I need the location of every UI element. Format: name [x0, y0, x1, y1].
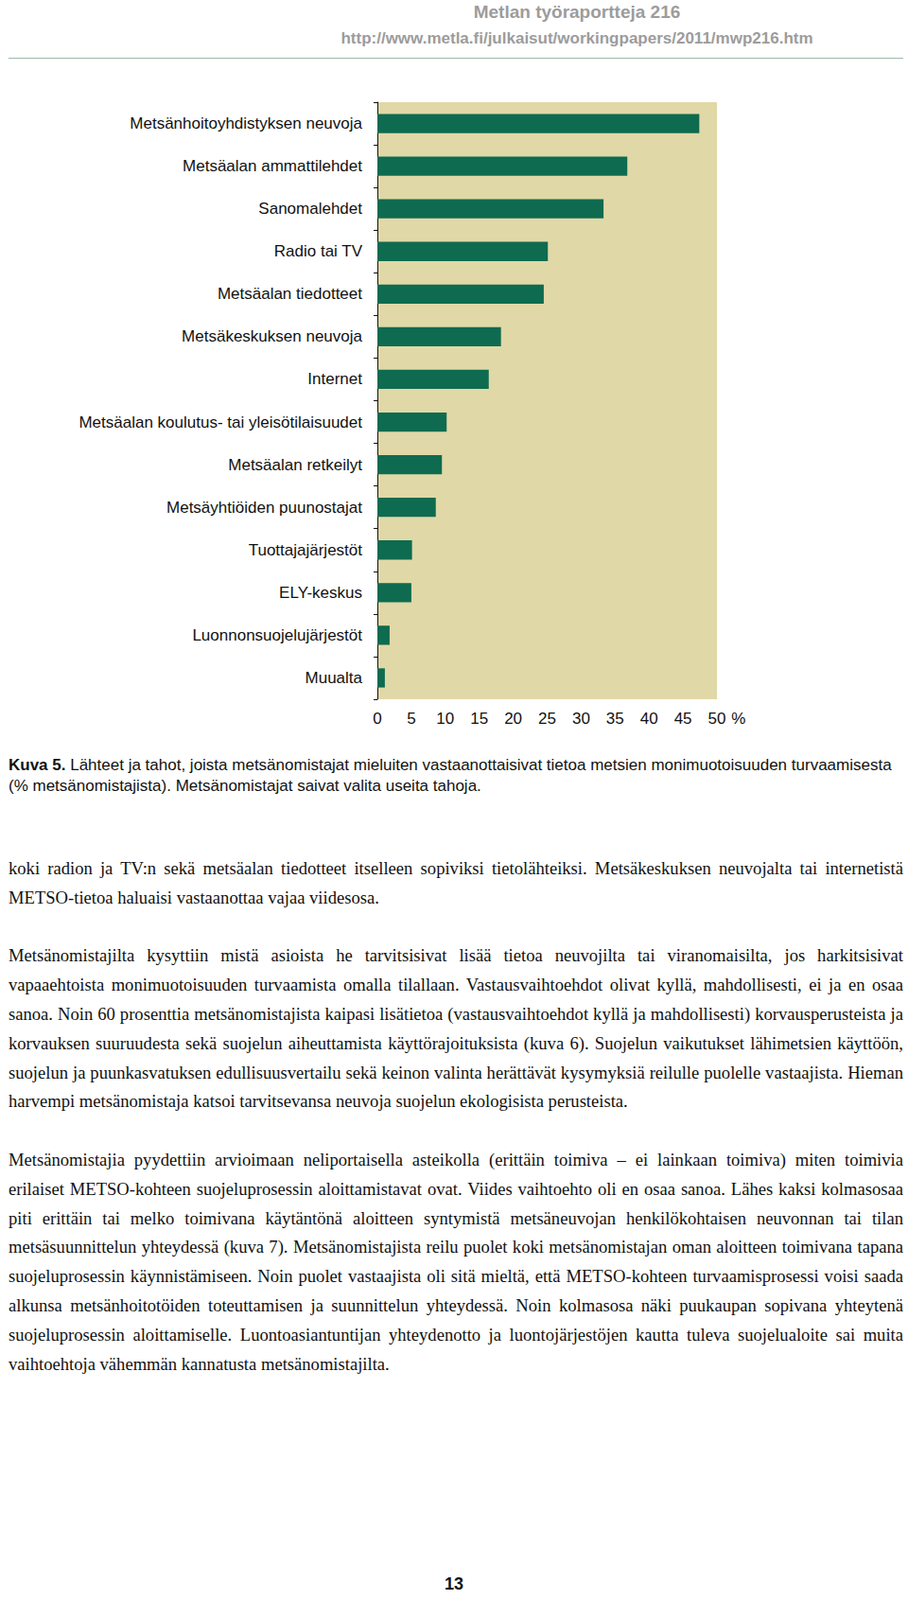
svg-text:Metsäalan tiedotteet: Metsäalan tiedotteet: [217, 284, 363, 303]
html-text:Kuva 5. Lähteet ja tahot, jois: Kuva 5. Lähteet ja tahot, joista metsäno…: [8, 755, 892, 795]
svg-text:%: %: [731, 709, 746, 728]
svg-text:Metsänhoitoyhdistyksen neuvoja: Metsänhoitoyhdistyksen neuvoja: [129, 114, 363, 133]
svg-text:20: 20: [504, 709, 523, 728]
svg-text:Metsäalan koulutus- tai yleisö: Metsäalan koulutus- tai yleisötilaisuude…: [78, 413, 363, 432]
svg-text:Metsäyhtiöiden puunostajat: Metsäyhtiöiden puunostajat: [166, 498, 363, 517]
svg-text:40: 40: [640, 709, 659, 728]
html-text:13: 13: [444, 1573, 464, 1593]
svg-text:Radio tai TV: Radio tai TV: [274, 242, 364, 261]
svg-text:25: 25: [538, 709, 557, 728]
svg-text:15: 15: [470, 709, 489, 728]
svg-text:10: 10: [436, 709, 454, 728]
svg-text:35: 35: [606, 709, 625, 728]
html-text:http://www.metla.fi/julkaisut/: http://www.metla.fi/julkaisut/workingpap…: [340, 29, 813, 48]
svg-text:Sanomalehdet: Sanomalehdet: [258, 199, 363, 218]
html-text:Metsänomistajilta kysyttiin mi: Metsänomistajilta kysyttiin mistä asiois…: [8, 945, 904, 1111]
html-text:Metsänomistajia pyydettiin arv: Metsänomistajia pyydettiin arvioimaan ne…: [8, 1149, 904, 1373]
svg-text:Luonnonsuojelujärjestöt: Luonnonsuojelujärjestöt: [192, 626, 363, 645]
svg-text:Muualta: Muualta: [305, 668, 364, 687]
svg-text:30: 30: [572, 709, 591, 728]
html-text:Metlan työraportteja 216: Metlan työraportteja 216: [473, 1, 681, 22]
svg-text:5: 5: [406, 709, 416, 728]
svg-text:Tuottajajärjestöt: Tuottajajärjestöt: [248, 541, 364, 559]
svg-text:Metsäalan ammattilehdet: Metsäalan ammattilehdet: [182, 157, 363, 175]
svg-text:0: 0: [372, 709, 382, 728]
svg-text:Internet: Internet: [307, 369, 363, 388]
svg-text:45: 45: [674, 709, 693, 728]
svg-text:Metsäalan retkeilyt: Metsäalan retkeilyt: [227, 455, 363, 474]
html-text:koki radion ja TV:n sekä metsä: koki radion ja TV:n sekä metsäalan tiedo…: [8, 857, 904, 907]
svg-text:Metsäkeskuksen neuvoja: Metsäkeskuksen neuvoja: [181, 327, 363, 346]
svg-text:ELY-keskus: ELY-keskus: [279, 583, 363, 602]
svg-text:50: 50: [708, 709, 727, 728]
